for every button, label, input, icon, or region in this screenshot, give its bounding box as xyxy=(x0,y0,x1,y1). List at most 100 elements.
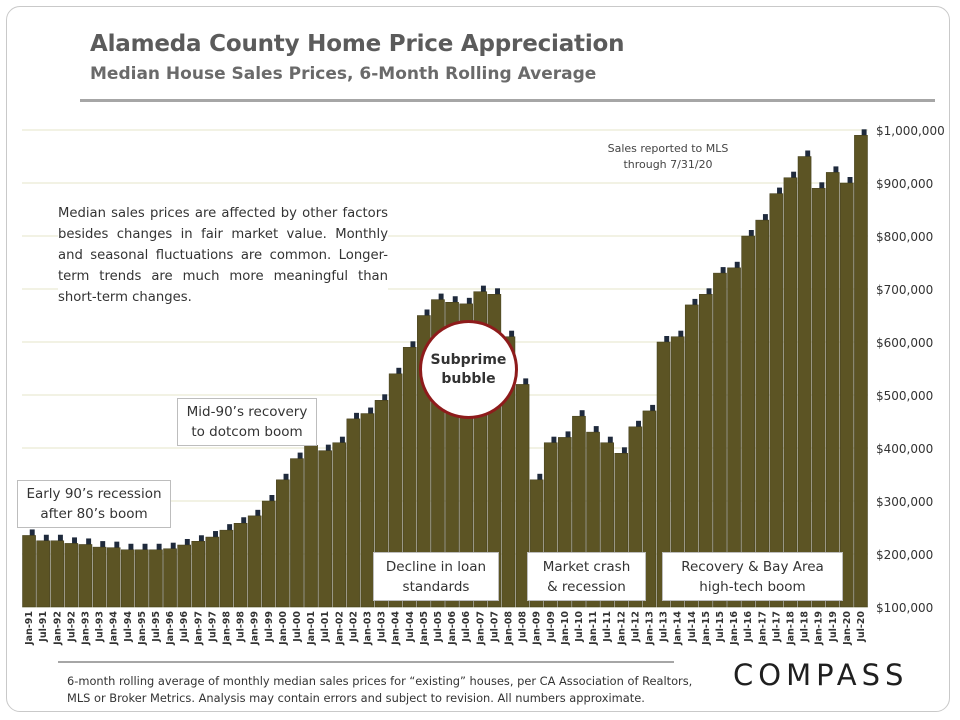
x-tick-label: Jan-11 xyxy=(588,611,599,646)
x-tick-label: Jan-92 xyxy=(52,611,63,646)
x-tick-label: Jan-19 xyxy=(814,611,825,646)
mls-date-note: Sales reported to MLS through 7/31/20 xyxy=(598,141,738,173)
bar xyxy=(656,341,671,608)
x-tick-label: Jul-99 xyxy=(264,611,275,643)
bar xyxy=(106,547,121,608)
footnote-divider xyxy=(58,661,674,663)
y-tick-label: $100,000 xyxy=(876,601,933,615)
x-tick-label: Jul-93 xyxy=(95,611,106,643)
bar xyxy=(684,304,699,608)
x-tick-label: Jul-18 xyxy=(800,611,811,643)
y-tick-label: $800,000 xyxy=(876,230,933,244)
bar xyxy=(22,535,36,608)
x-tick-label: Jan-98 xyxy=(221,611,232,646)
x-tick-label: Jul-11 xyxy=(602,611,613,643)
x-tick-label: Jan-02 xyxy=(334,611,345,646)
bar xyxy=(78,544,93,608)
bar xyxy=(670,336,685,608)
x-tick-label: Jan-99 xyxy=(250,611,261,646)
x-tick-label: Jan-94 xyxy=(109,611,120,646)
x-tick-label: Jul-92 xyxy=(66,611,77,643)
x-tick-label: Jul-08 xyxy=(518,611,529,643)
bar xyxy=(276,479,290,608)
x-tick-label: Jul-96 xyxy=(179,611,190,643)
slide-frame xyxy=(6,6,950,712)
y-tick-label: $600,000 xyxy=(876,336,933,350)
bar xyxy=(769,193,784,608)
y-tick-label: $700,000 xyxy=(876,283,933,297)
x-tick-label: Jan-07 xyxy=(475,611,486,646)
bar xyxy=(515,384,530,608)
x-tick-label: Jan-12 xyxy=(616,611,627,646)
annotation-crash: Market crash & recession xyxy=(527,552,646,601)
x-tick-label: Jul-13 xyxy=(659,611,670,643)
annotation-mid-90s: Mid-90’s recovery to dotcom boom xyxy=(177,398,317,446)
x-tick-label: Jul-07 xyxy=(489,611,500,643)
x-tick-label: Jan-96 xyxy=(165,611,176,646)
x-tick-label: Jan-05 xyxy=(419,611,430,646)
x-tick-label: Jan-93 xyxy=(80,611,91,646)
bar xyxy=(163,548,177,608)
bar xyxy=(346,418,361,608)
bar xyxy=(191,541,206,608)
x-tick-label: Jan-18 xyxy=(785,611,796,646)
bar xyxy=(233,523,248,608)
x-tick-label: Jul-91 xyxy=(38,611,49,643)
x-tick-label: Jan-03 xyxy=(362,611,373,646)
bar xyxy=(318,450,332,608)
x-tick-label: Jan-10 xyxy=(560,611,571,646)
bar xyxy=(741,235,755,608)
x-tick-label: Jul-02 xyxy=(348,611,359,643)
chart-note: Median sales prices are affected by othe… xyxy=(58,203,388,308)
bar xyxy=(854,135,868,608)
annotation-recovery: Recovery & Bay Area high-tech boom xyxy=(662,552,843,601)
bar xyxy=(642,410,657,608)
x-tick-label: Jan-15 xyxy=(701,611,712,646)
x-tick-label: Jul-98 xyxy=(236,611,247,643)
bar xyxy=(402,347,417,608)
bar xyxy=(388,373,403,608)
x-tick-label: Jan-01 xyxy=(306,611,317,646)
bar xyxy=(92,546,107,608)
y-tick-label: $1,000,000 xyxy=(876,124,945,138)
bar xyxy=(360,413,375,608)
x-tick-label: Jan-95 xyxy=(137,611,148,646)
x-tick-label: Jul-94 xyxy=(123,611,134,643)
bar xyxy=(177,544,191,608)
bar xyxy=(727,267,741,608)
x-tick-label: Jul-10 xyxy=(574,611,585,643)
x-tick-label: Jan-09 xyxy=(532,611,543,646)
x-tick-label: Jul-19 xyxy=(828,611,839,643)
x-tick-label: Jul-20 xyxy=(856,611,867,643)
x-tick-label: Jul-05 xyxy=(433,611,444,643)
y-tick-label: $900,000 xyxy=(876,177,933,191)
footnote: 6-month rolling average of monthly media… xyxy=(67,674,693,705)
y-tick-label: $300,000 xyxy=(876,495,933,509)
x-tick-label: Jan-08 xyxy=(503,611,514,646)
bar xyxy=(699,294,713,608)
x-tick-label: Jan-20 xyxy=(842,611,853,646)
bar xyxy=(135,549,149,608)
bar xyxy=(783,177,798,608)
x-tick-label: Jul-00 xyxy=(292,611,303,643)
x-tick-label: Jul-09 xyxy=(546,611,557,643)
y-tick-label: $200,000 xyxy=(876,548,933,562)
x-tick-label: Jul-97 xyxy=(207,611,218,643)
x-tick-label: Jan-91 xyxy=(24,611,35,646)
x-tick-label: Jan-14 xyxy=(673,611,684,646)
bar xyxy=(825,172,840,608)
y-axis-labels: $100,000 $200,000 $300,000 $400,000 $500,000… xyxy=(876,124,945,615)
x-tick-label: Jan-16 xyxy=(729,611,740,646)
bar xyxy=(205,536,220,608)
bar xyxy=(501,336,516,608)
x-tick-label: Jul-15 xyxy=(715,611,726,643)
annotation-subprime-bubble: Subprime bubble xyxy=(419,320,518,419)
x-tick-label: Jul-12 xyxy=(630,611,641,643)
bar xyxy=(247,515,262,608)
x-tick-label: Jul-95 xyxy=(151,611,162,643)
compass-logo: COMPASS xyxy=(733,658,909,692)
bar xyxy=(149,549,163,608)
x-tick-label: Jan-06 xyxy=(447,611,458,646)
y-tick-label: $500,000 xyxy=(876,389,933,403)
y-tick-label: $400,000 xyxy=(876,442,933,456)
